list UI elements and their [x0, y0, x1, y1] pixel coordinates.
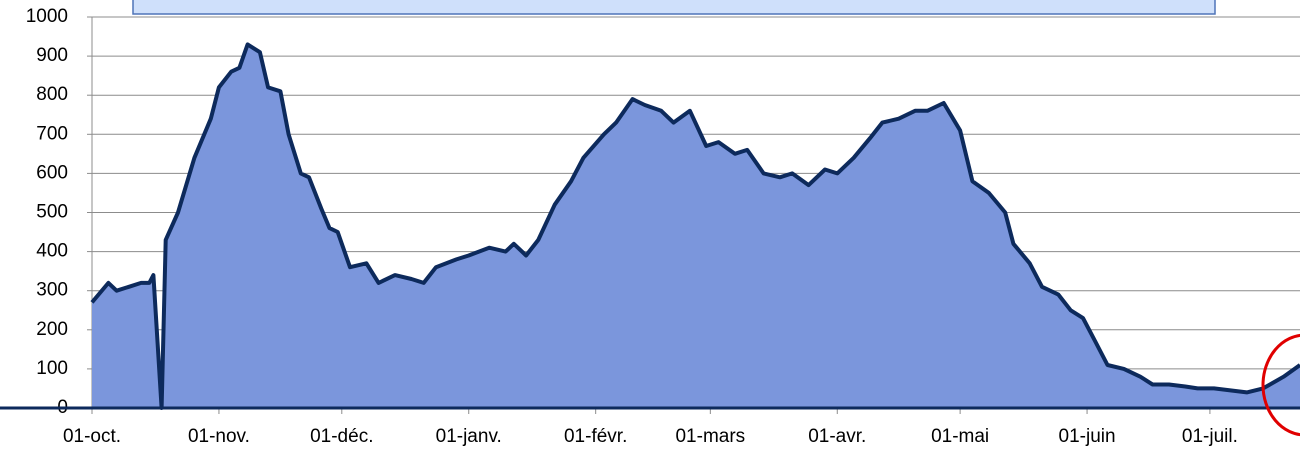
x-tick-label: 01-mai	[931, 426, 989, 447]
x-tick-label: 01-mars	[675, 426, 745, 447]
y-tick-label: 900	[36, 45, 68, 66]
y-tick-label: 300	[36, 280, 68, 301]
area	[92, 44, 1300, 409]
y-tick-label: 100	[36, 358, 68, 379]
y-tick-label: 600	[36, 162, 68, 183]
x-tick-label: 01-janv.	[436, 426, 502, 447]
x-tick-label: 01-juil.	[1182, 426, 1238, 447]
x-tick-label: 01-nov.	[188, 426, 250, 447]
y-tick-label: 700	[36, 123, 68, 144]
x-tick-label: 01-févr.	[564, 426, 627, 447]
highlight-circle	[1261, 333, 1300, 437]
x-tick-label: 01-oct.	[63, 426, 121, 447]
line	[90, 42, 1300, 410]
x-tick-label: 01-avr.	[808, 426, 866, 447]
x-tick-label: 01-juin	[1059, 426, 1116, 447]
x-tick-label: 01-déc.	[310, 426, 373, 447]
y-tick-label: 400	[36, 241, 68, 262]
text-box	[132, 0, 1216, 15]
y-tick-label: 800	[36, 84, 68, 105]
y-tick-label: 500	[36, 202, 68, 223]
y-tick-label: 1000	[26, 6, 68, 27]
y-tick-label: 200	[36, 319, 68, 340]
